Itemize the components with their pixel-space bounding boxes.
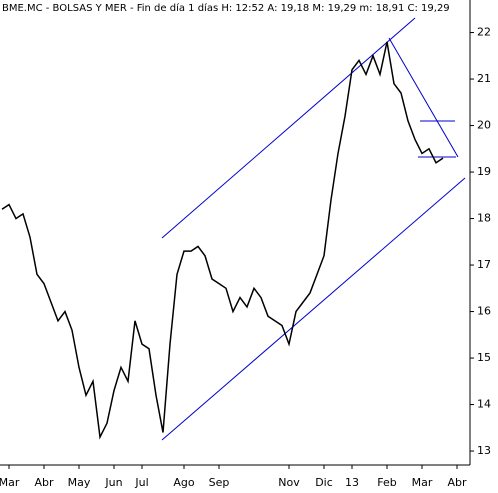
x-tick-label: Dic [315, 476, 333, 489]
channel-lower [161, 177, 466, 441]
triangle-upper [388, 37, 459, 158]
x-tick-label: May [68, 476, 91, 489]
x-tick-label: 13 [345, 476, 359, 489]
x-tick-label: Jul [134, 476, 148, 489]
y-tick-label: 22 [477, 26, 491, 39]
price-line [1, 41, 444, 440]
y-tick-label: 14 [477, 398, 491, 411]
y-tick-label: 21 [477, 72, 491, 85]
y-tick-label: 16 [477, 305, 491, 318]
x-tick-label: Feb [377, 476, 396, 489]
y-tick-label: 19 [477, 165, 491, 178]
y-tick-label: 20 [477, 119, 491, 132]
y-tick-label: 17 [477, 258, 491, 271]
title-box [0, 0, 452, 15]
y-tick-label: 13 [477, 444, 491, 457]
y-tick-label: 15 [477, 351, 491, 364]
x-tick-label: Abr [447, 476, 467, 489]
x-tick-label: Sep [209, 476, 230, 489]
x-tick-label: Ago [173, 476, 195, 489]
x-tick-label: Abr [34, 476, 54, 489]
y-tick-label: 18 [477, 212, 491, 225]
x-tick-label: Jun [104, 476, 122, 489]
x-tick-label: Mar [0, 476, 20, 489]
chart-title: BME.MC - BOLSAS Y MER - Fin de día 1 día… [2, 2, 450, 14]
x-tick-label: Nov [278, 476, 300, 489]
x-tick-label: Mar [412, 476, 433, 489]
